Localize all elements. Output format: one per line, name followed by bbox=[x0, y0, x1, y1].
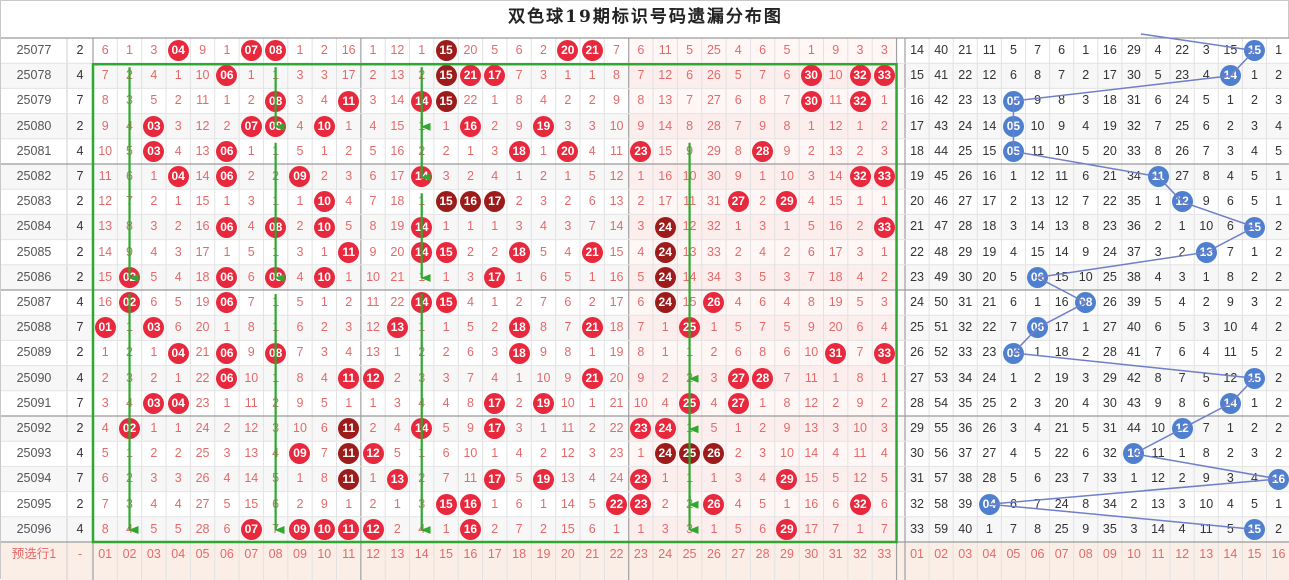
highlight-box bbox=[93, 64, 897, 542]
trend-line bbox=[989, 51, 1278, 530]
trend-line bbox=[1141, 34, 1254, 51]
